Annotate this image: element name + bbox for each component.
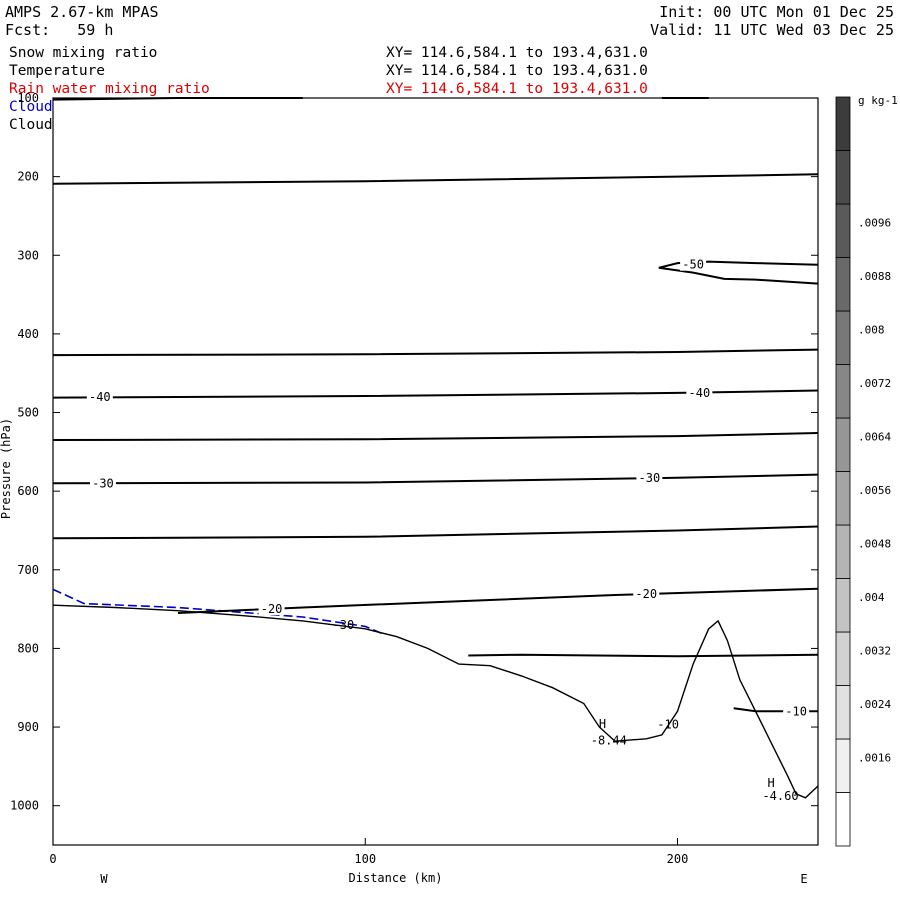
contour-label-bg xyxy=(686,385,713,399)
colorbar-bin xyxy=(835,738,851,793)
forecast-hour: Fcst: 59 h xyxy=(5,21,114,39)
colorbar-bin xyxy=(835,150,851,205)
colorbar-bin xyxy=(835,685,851,740)
contour-label-bg xyxy=(680,257,707,271)
y-tick-label: 900 xyxy=(17,720,39,734)
colorbar-label: .0064 xyxy=(858,431,891,444)
x-axis-label: Distance (km) xyxy=(349,871,443,885)
contour-label: -20 xyxy=(635,587,657,601)
legend-xy: XY= 114.6,584.1 to 193.4,631.0 xyxy=(386,63,648,79)
colorbar-label: .0056 xyxy=(858,484,891,497)
x-tick-label: 0 xyxy=(49,852,56,866)
colorbar-bin xyxy=(835,257,851,312)
contour-label: -10 xyxy=(785,704,807,718)
temperature-contour xyxy=(658,260,819,269)
y-tick-label: 200 xyxy=(17,170,39,184)
colorbar-label: .0024 xyxy=(858,698,891,711)
temperature-contour xyxy=(52,97,303,101)
contour-label-bg xyxy=(86,389,113,403)
colorbar-label: .008 xyxy=(858,324,885,337)
y-tick-label: 600 xyxy=(17,484,39,498)
contour-label: -50 xyxy=(682,258,704,272)
x-tick-label: 200 xyxy=(667,852,689,866)
temperature-contour xyxy=(52,432,819,441)
y-axis-label: Pressure (hPa) xyxy=(0,418,13,519)
legend-xy: XY= 114.6,584.1 to 193.4,631.0 xyxy=(386,45,648,61)
plot-frame xyxy=(52,97,819,846)
colorbar-label: .0048 xyxy=(858,538,891,551)
temperature-contour xyxy=(658,266,819,285)
colorbar-bin xyxy=(835,417,851,472)
legend-name: Snow mixing ratio xyxy=(9,45,158,61)
cloud-water-contour xyxy=(52,588,385,636)
temperature-contour xyxy=(52,173,819,185)
x-tick-label: 100 xyxy=(354,852,376,866)
contour-label-bg xyxy=(636,470,663,484)
init-time: Init: 00 UTC Mon 01 Dec 25 xyxy=(659,3,894,21)
temperature-contour xyxy=(52,348,819,357)
model-title: AMPS 2.67-km MPAS xyxy=(5,3,159,21)
colorbar-bin xyxy=(835,524,851,579)
legend-name: Rain water mixing ratio xyxy=(9,81,210,97)
annotation-label: H xyxy=(599,717,606,731)
colorbar-unit: g kg-1 xyxy=(858,94,898,107)
contour-label: -40 xyxy=(89,390,111,404)
annotation-label: -4.60 xyxy=(762,789,798,803)
colorbar-bin xyxy=(835,310,851,365)
contour-label: -20 xyxy=(261,602,283,616)
temperature-contour xyxy=(52,473,819,485)
temperature-contour xyxy=(52,525,819,540)
legend-xy: XY= 114.6,584.1 to 193.4,631.0 xyxy=(386,81,648,97)
west-label: W xyxy=(100,872,108,886)
colorbar-bin xyxy=(835,471,851,526)
colorbar-label: .0016 xyxy=(858,752,891,765)
temperature-contour xyxy=(468,653,819,658)
colorbar-label: .0072 xyxy=(858,377,891,390)
colorbar-bin xyxy=(835,631,851,686)
contour-label: -30 xyxy=(639,471,661,485)
annotation-label: -30 xyxy=(333,618,355,632)
terrain-line xyxy=(52,604,819,799)
east-label: E xyxy=(800,872,807,886)
y-tick-label: 700 xyxy=(17,563,39,577)
contour-label: -30 xyxy=(92,476,114,490)
contour-label-bg xyxy=(633,587,660,601)
colorbar-label: .0032 xyxy=(858,645,891,658)
y-tick-label: 800 xyxy=(17,641,39,655)
annotation-label: -8.44 xyxy=(591,733,627,747)
contour-label: -40 xyxy=(689,386,711,400)
annotation-label: H xyxy=(768,776,775,790)
annotation-label: -10 xyxy=(657,718,679,732)
y-tick-label: 300 xyxy=(17,248,39,262)
colorbar-bin xyxy=(835,96,851,151)
legend-name: Temperature xyxy=(9,63,106,79)
colorbar-label: .0096 xyxy=(858,217,891,230)
colorbar-label: .004 xyxy=(858,591,885,604)
colorbar-bin xyxy=(835,364,851,419)
colorbar-bin xyxy=(835,792,851,847)
y-tick-label: 500 xyxy=(17,406,39,420)
valid-time: Valid: 11 UTC Wed 03 Dec 25 xyxy=(650,21,894,39)
y-tick-label: 100 xyxy=(17,91,39,105)
y-tick-label: 400 xyxy=(17,327,39,341)
contour-label-bg xyxy=(258,602,285,616)
y-tick-label: 1000 xyxy=(10,799,39,813)
temperature-contour xyxy=(52,389,819,399)
contour-label-bg xyxy=(783,704,810,718)
colorbar-bin xyxy=(835,203,851,258)
contour-label-bg xyxy=(89,476,116,490)
colorbar-label: .0088 xyxy=(858,270,891,283)
colorbar-bin xyxy=(835,578,851,633)
